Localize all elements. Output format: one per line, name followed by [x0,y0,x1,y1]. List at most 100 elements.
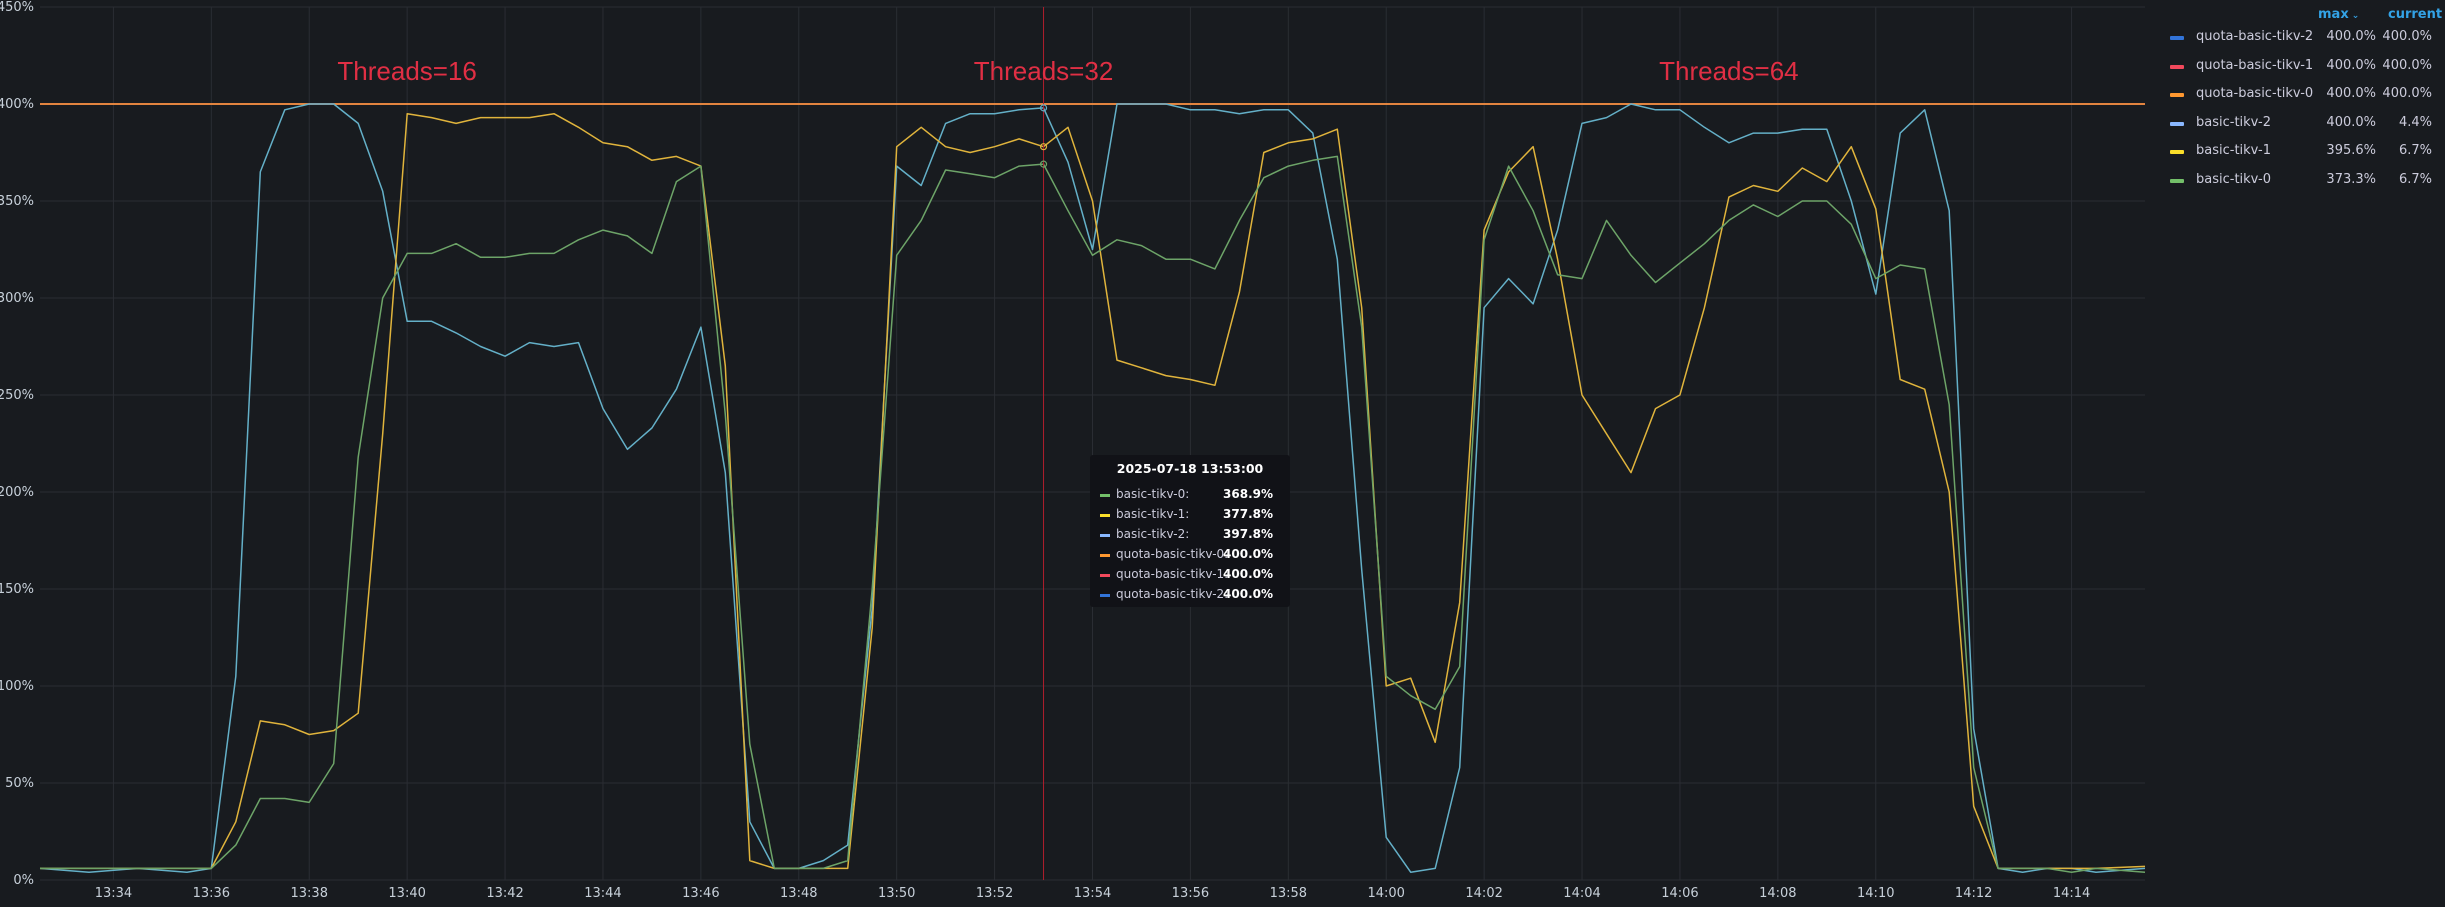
x-tick-label: 14:00 [1367,886,1404,901]
x-tick-label: 13:52 [976,886,1013,901]
legend-max-header[interactable]: max ⌄ [2318,7,2359,22]
legend-item-basic-tikv-2[interactable]: basic-tikv-2 400.0% 4.4% [2160,112,2440,141]
legend-max-value: 373.3% [2326,171,2376,187]
legend-max-value: 400.0% [2326,114,2376,130]
tooltip-series-name: quota-basic-tikv-0: [1116,547,1229,561]
x-tick-label: 13:42 [486,886,523,901]
legend-max-value: 395.6% [2326,143,2376,158]
legend-max-value: 400.0% [2326,29,2376,44]
legend-series-name: quota-basic-tikv-1 [2196,57,2314,73]
hover-cursor [1039,7,1048,880]
x-tick-label: 13:54 [1074,886,1111,901]
y-tick-label: 300% [0,291,34,306]
legend-series-name: quota-basic-tikv-0 [2196,86,2314,101]
hover-tooltip: 2025-07-18 13:53:00 basic-tikv-0: 368.9% b… [1090,455,1290,607]
tooltip-time: 2025-07-18 13:53:00 [1116,461,1264,476]
y-tick-label: 200% [0,485,34,500]
tooltip-series-name: basic-tikv-0: [1116,487,1190,501]
annotation-label: Threads=64 [1659,56,1798,86]
legend-current-header[interactable]: current [2388,7,2443,22]
chevron-down-icon: ⌄ [2351,11,2360,21]
cursor-point-basic-tikv-1 [1039,143,1048,151]
legend-header: max ⌄ current [2160,4,2443,26]
x-tick-label: 13:58 [1270,886,1307,901]
tooltip-value: 400.0% [1223,587,1273,601]
x-axis-ticks: 13:34 13:36 13:38 13:40 13:42 13:44 13:46 13:48… [95,886,2091,901]
legend-item-basic-tikv-0[interactable]: basic-tikv-0 373.3% 6.7% [2160,169,2440,198]
y-tick-label: 0% [13,873,34,888]
tooltip-series-name: quota-basic-tikv-2: [1116,587,1229,601]
legend-series-name: quota-basic-tikv-2 [2196,29,2314,44]
y-tick-label: 50% [5,776,34,791]
x-tick-label: 14:02 [1465,886,1502,901]
annotation-label: Threads=32 [974,56,1113,86]
legend-current-value: 400.0% [2382,29,2432,44]
x-tick-label: 13:38 [291,886,328,901]
series-lines [39,103,2146,873]
tooltip-swatch [1100,494,1110,497]
x-tick-label: 13:40 [388,886,425,901]
tooltip-value: 400.0% [1223,547,1273,561]
y-axis-ticks: 0% 50% 100% 150% 200% 250% 300% 350% 400% 450% [0,0,34,888]
tooltip-value: 397.8% [1223,527,1273,541]
x-tick-label: 13:44 [584,886,621,901]
annotations: Threads=16 Threads=32 Threads=64 [337,56,1798,86]
legend-current-value: 400.0% [2382,86,2432,101]
tooltip-swatch [1100,534,1110,537]
legend-table: max ⌄ current quota-basic-tikv-2 400.0% 400… [2160,4,2443,198]
tooltip-row: basic-tikv-1: 377.8% [1100,507,1285,525]
tooltip-row: quota-basic-tikv-0: 400.0% [1100,547,1285,565]
tooltip-value: 400.0% [1223,567,1273,581]
y-tick-label: 100% [0,679,34,694]
y-tick-label: 250% [0,388,34,403]
tooltip-series-name: basic-tikv-2: [1116,527,1190,541]
cursor-point-basic-tikv-0 [1039,160,1048,168]
legend-max-value: 400.0% [2326,57,2376,73]
y-tick-label: 150% [0,582,34,597]
x-tick-label: 14:06 [1661,886,1698,901]
tooltip-row: basic-tikv-2: 397.8% [1100,527,1285,545]
legend-current-value: 4.4% [2398,114,2432,130]
y-tick-label: 400% [0,97,34,112]
legend-series-name: basic-tikv-1 [2196,143,2271,158]
x-tick-label: 13:56 [1172,886,1209,901]
tooltip-swatch [1100,554,1110,557]
legend-swatch [2170,36,2184,40]
x-tick-label: 14:14 [2053,886,2090,901]
annotation-label: Threads=16 [337,56,476,86]
x-tick-label: 13:48 [780,886,817,901]
y-tick-label: 450% [0,0,34,15]
series-line-basic-tikv-0 [40,155,2146,873]
tooltip-series-name: quota-basic-tikv-1: [1116,567,1229,581]
legend-swatch [2170,150,2184,154]
legend-series-name: basic-tikv-2 [2196,114,2271,130]
x-tick-label: 14:04 [1563,886,1600,901]
legend-swatch [2170,64,2184,69]
tooltip-series-name: basic-tikv-1: [1116,507,1190,521]
tooltip-value: 368.9% [1223,487,1273,501]
cursor-point-basic-tikv-2 [1039,104,1048,112]
x-tick-label: 13:50 [878,886,915,901]
tooltip-value: 377.8% [1223,507,1273,521]
x-tick-label: 13:34 [95,886,132,901]
series-line-basic-tikv-1 [40,112,2146,870]
tooltip-swatch [1100,574,1110,577]
legend-item-basic-tikv-1[interactable]: basic-tikv-1 395.6% 6.7% [2160,140,2440,169]
legend-item-quota-basic-tikv-0[interactable]: quota-basic-tikv-0 400.0% 400.0% [2160,83,2440,112]
legend-max-label: max [2318,7,2349,22]
tooltip-swatch [1100,514,1110,517]
legend-item-quota-basic-tikv-1[interactable]: quota-basic-tikv-1 400.0% 400.0% [2160,55,2440,84]
legend-current-value: 6.7% [2398,171,2432,187]
x-tick-label: 14:12 [1955,886,1992,901]
legend-series-name: basic-tikv-0 [2196,171,2271,187]
legend-item-quota-basic-tikv-2[interactable]: quota-basic-tikv-2 400.0% 400.0% [2160,26,2440,55]
tooltip-row: quota-basic-tikv-1: 400.0% [1100,567,1285,585]
x-tick-label: 13:36 [193,886,230,901]
legend-max-value: 400.0% [2326,86,2376,101]
tooltip-row: quota-basic-tikv-2: 400.0% [1100,587,1285,605]
x-tick-label: 13:46 [682,886,719,901]
tooltip-swatch [1100,594,1110,597]
legend-current-value: 400.0% [2382,57,2432,73]
grid-lines [40,6,2145,881]
